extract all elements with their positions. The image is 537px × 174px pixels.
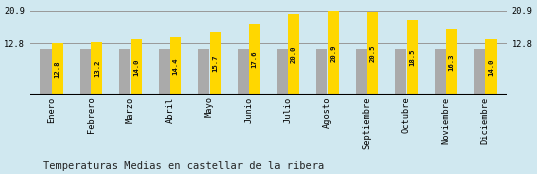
- Bar: [434, 49, 446, 95]
- Bar: [159, 49, 170, 95]
- Text: 15.7: 15.7: [212, 55, 218, 72]
- Bar: [119, 49, 130, 95]
- Text: 20.5: 20.5: [370, 45, 376, 62]
- Bar: [288, 14, 300, 95]
- Text: 20.9: 20.9: [330, 44, 336, 62]
- Text: 13.2: 13.2: [94, 60, 100, 77]
- Bar: [237, 49, 249, 95]
- Text: 14.0: 14.0: [133, 58, 139, 76]
- Bar: [52, 43, 63, 95]
- Bar: [485, 38, 497, 95]
- Bar: [328, 11, 339, 95]
- Bar: [356, 49, 367, 95]
- Bar: [367, 12, 378, 95]
- Bar: [91, 42, 103, 95]
- Text: 17.6: 17.6: [251, 51, 258, 68]
- Bar: [277, 49, 288, 95]
- Text: 16.3: 16.3: [448, 53, 455, 71]
- Text: 20.0: 20.0: [291, 46, 297, 63]
- Bar: [170, 37, 181, 95]
- Bar: [249, 24, 260, 95]
- Bar: [474, 49, 485, 95]
- Bar: [316, 49, 328, 95]
- Bar: [446, 29, 457, 95]
- Bar: [395, 49, 407, 95]
- Bar: [80, 49, 91, 95]
- Bar: [130, 38, 142, 95]
- Bar: [40, 49, 52, 95]
- Bar: [209, 32, 221, 95]
- Text: 18.5: 18.5: [409, 49, 415, 66]
- Text: 14.0: 14.0: [488, 58, 494, 76]
- Text: 12.8: 12.8: [54, 60, 61, 78]
- Bar: [407, 20, 418, 95]
- Text: 14.4: 14.4: [173, 57, 179, 75]
- Text: Temperaturas Medias en castellar de la ribera: Temperaturas Medias en castellar de la r…: [43, 161, 324, 171]
- Bar: [198, 49, 209, 95]
